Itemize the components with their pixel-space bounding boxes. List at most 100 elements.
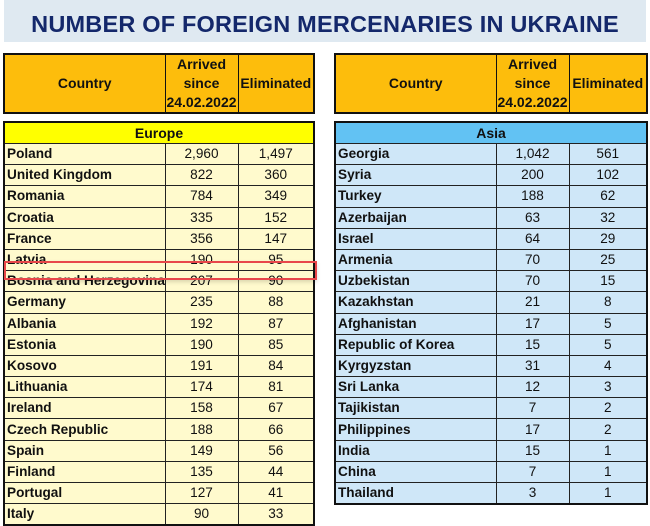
eliminated-cell: 147 (237, 227, 315, 250)
table-row: Azerbaijan 63 32 (334, 206, 648, 229)
arrived-cell: 7 (495, 460, 570, 484)
asia-table: Asia Georgia 1,042 561 Syria 200 102 Turkey 188… (334, 121, 648, 506)
europe-panel: Country Arrived since 24.02.2022 Elimina… (3, 53, 317, 526)
country-cell: Azerbaijan (334, 206, 497, 229)
country-cell: France (3, 227, 166, 250)
table-row: India 15 1 (334, 439, 648, 462)
country-cell: China (334, 460, 497, 484)
europe-column-headers: Country Arrived since 24.02.2022 Elimina… (3, 53, 315, 114)
eliminated-cell: 29 (568, 227, 648, 250)
table-row: Albania 192 87 (3, 312, 315, 335)
country-cell: Kyrgyzstan (334, 354, 497, 378)
header-arrived: Arrived since 24.02.2022 (164, 53, 239, 114)
table-row: Georgia 1,042 561 (334, 142, 648, 166)
country-cell: Romania (3, 185, 166, 208)
eliminated-cell: 360 (237, 164, 315, 187)
table-row: Syria 200 102 (334, 164, 648, 187)
eliminated-cell: 81 (237, 376, 315, 399)
eliminated-cell: 62 (568, 185, 648, 208)
country-cell: Germany (3, 291, 166, 314)
arrived-cell: 174 (164, 376, 239, 399)
eliminated-cell: 85 (237, 333, 315, 356)
eliminated-cell: 95 (237, 248, 315, 272)
header-country: Country (334, 53, 497, 114)
table-row: Sri Lanka 12 3 (334, 376, 648, 399)
europe-table: Europe Poland 2,960 1,497 United Kingdom 822… (3, 121, 315, 526)
table-row: Latvia 190 95 (3, 248, 315, 272)
country-cell: India (334, 439, 497, 462)
country-cell: Georgia (334, 142, 497, 166)
eliminated-cell: 1 (568, 460, 648, 484)
eliminated-cell: 2 (568, 418, 648, 441)
eliminated-cell: 84 (237, 354, 315, 378)
country-cell: Kosovo (3, 354, 166, 378)
table-row: Germany 235 88 (3, 291, 315, 314)
country-cell: Poland (3, 142, 166, 166)
table-row: Ireland 158 67 (3, 397, 315, 420)
title-banner: NUMBER OF FOREIGN MERCENARIES IN UKRAINE (4, 0, 646, 42)
eliminated-cell: 67 (237, 397, 315, 420)
table-row: Thailand 3 1 (334, 482, 648, 505)
arrived-cell: 192 (164, 312, 239, 335)
arrived-cell: 191 (164, 354, 239, 378)
eliminated-cell: 4 (568, 354, 648, 378)
eliminated-cell: 349 (237, 185, 315, 208)
table-row: Bosnia and Herzegovina 207 90 (3, 270, 315, 293)
table-row: Estonia 190 85 (3, 333, 315, 356)
table-row: Poland 2,960 1,497 (3, 142, 315, 166)
country-cell: Czech Republic (3, 418, 166, 441)
eliminated-cell: 56 (237, 439, 315, 462)
country-cell: Ireland (3, 397, 166, 420)
arrived-cell: 822 (164, 164, 239, 187)
arrived-cell: 3 (495, 482, 570, 505)
eliminated-cell: 15 (568, 270, 648, 293)
eliminated-cell: 41 (237, 481, 315, 505)
table-row: United Kingdom 822 360 (3, 164, 315, 187)
arrived-cell: 2,960 (164, 142, 239, 166)
table-row: Finland 135 44 (3, 460, 315, 484)
table-row: Kazakhstan 21 8 (334, 291, 648, 314)
region-label-asia: Asia (334, 121, 648, 144)
country-cell: Armenia (334, 248, 497, 272)
eliminated-cell: 5 (568, 312, 648, 335)
arrived-cell: 64 (495, 227, 570, 250)
arrived-cell: 135 (164, 460, 239, 484)
country-cell: Bosnia and Herzegovina (3, 270, 166, 293)
asia-panel: Country Arrived since 24.02.2022 Elimina… (334, 53, 648, 506)
asia-column-headers: Country Arrived since 24.02.2022 Elimina… (334, 53, 648, 114)
eliminated-cell: 25 (568, 248, 648, 272)
table-row: China 7 1 (334, 460, 648, 484)
country-cell: Republic of Korea (334, 333, 497, 356)
arrived-cell: 190 (164, 248, 239, 272)
country-cell: Kazakhstan (334, 291, 497, 314)
header-arrived: Arrived since 24.02.2022 (495, 53, 570, 114)
arrived-cell: 335 (164, 206, 239, 229)
arrived-cell: 149 (164, 439, 239, 462)
eliminated-cell: 2 (568, 397, 648, 420)
eliminated-cell: 102 (568, 164, 648, 187)
eliminated-cell: 3 (568, 376, 648, 399)
arrived-cell: 21 (495, 291, 570, 314)
header-eliminated: Eliminated (237, 53, 315, 114)
arrived-cell: 784 (164, 185, 239, 208)
eliminated-cell: 1 (568, 482, 648, 505)
country-cell: Estonia (3, 333, 166, 356)
country-cell: Israel (334, 227, 497, 250)
table-row: Kosovo 191 84 (3, 354, 315, 378)
arrived-cell: 158 (164, 397, 239, 420)
country-cell: Portugal (3, 481, 166, 505)
table-row: Armenia 70 25 (334, 248, 648, 272)
arrived-cell: 188 (164, 418, 239, 441)
eliminated-cell: 87 (237, 312, 315, 335)
arrived-cell: 15 (495, 439, 570, 462)
header-eliminated: Eliminated (568, 53, 648, 114)
table-row: Turkey 188 62 (334, 185, 648, 208)
country-cell: Syria (334, 164, 497, 187)
arrived-cell: 31 (495, 354, 570, 378)
eliminated-cell: 1,497 (237, 142, 315, 166)
arrived-cell: 235 (164, 291, 239, 314)
table-row: Uzbekistan 70 15 (334, 270, 648, 293)
table-row: Afghanistan 17 5 (334, 312, 648, 335)
table-row: Spain 149 56 (3, 439, 315, 462)
eliminated-cell: 8 (568, 291, 648, 314)
